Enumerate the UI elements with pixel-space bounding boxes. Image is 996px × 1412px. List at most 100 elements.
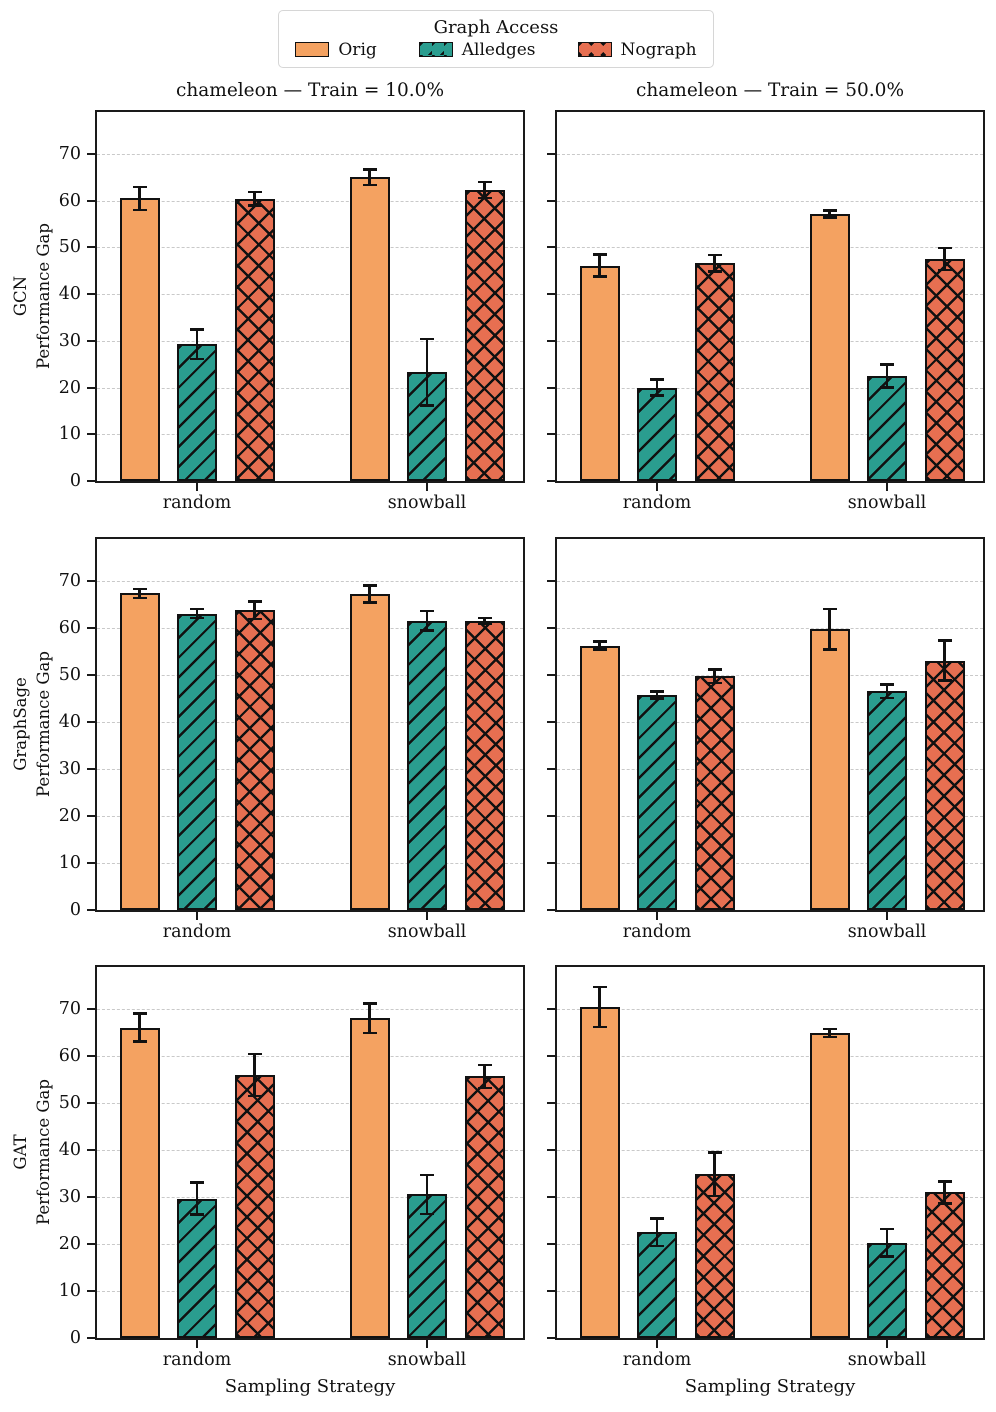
error-bar-cap [362, 1002, 377, 1005]
y-axis-label-line: GCN [11, 275, 30, 317]
x-tick [886, 912, 888, 920]
gridline [97, 154, 523, 156]
y-tick [547, 815, 555, 818]
error-bar-cap [937, 679, 952, 682]
error-bar [713, 254, 716, 272]
y-axis-label-line: GAT [11, 1134, 30, 1170]
error-bar [943, 640, 946, 681]
gridline [97, 1150, 523, 1152]
error-bar-cap [477, 1063, 492, 1067]
bar-alledges-random [177, 344, 217, 481]
x-tick [426, 483, 428, 491]
gridline [97, 1291, 523, 1293]
error-bar-cap [132, 1012, 147, 1015]
gridline [557, 863, 983, 865]
error-bar-cap [247, 190, 262, 194]
error-bar-cap [650, 1217, 664, 1220]
x-tick [656, 483, 658, 491]
error-bar-cap [592, 640, 607, 643]
y-tick-label: 20 [58, 806, 81, 827]
y-tick [87, 1290, 95, 1293]
error-bar-cap [420, 609, 434, 613]
error-bar [138, 1013, 141, 1042]
gridline [97, 1197, 523, 1199]
y-tick [547, 721, 555, 724]
error-bar-cap [477, 196, 492, 200]
gridline [557, 434, 983, 436]
error-bar [885, 684, 889, 699]
bar-orig-snowball [809, 213, 850, 481]
gridline [97, 294, 523, 296]
y-tick [547, 293, 555, 296]
bar-orig-random [579, 265, 620, 481]
y-tick [547, 386, 555, 389]
gridline [557, 387, 983, 389]
error-bar-cap [132, 185, 147, 189]
x-tick-label: snowball [387, 1350, 467, 1370]
error-bar-cap [592, 648, 607, 651]
x-tick [656, 1340, 658, 1348]
error-bar [828, 210, 831, 218]
y-tick [87, 153, 95, 156]
y-tick-label: 0 [69, 1328, 81, 1348]
y-tick [87, 433, 95, 436]
y-tick [87, 293, 95, 296]
subplot-r0c0: 0 10 20 30 40 50 60 70 random snowball [59, 110, 525, 513]
gridline [557, 1244, 983, 1246]
bar-orig-random [579, 1006, 620, 1338]
y-tick [87, 480, 95, 482]
error-bar-cap [362, 584, 377, 587]
y-tick-label: 60 [58, 1046, 81, 1067]
error-bar-cap [190, 1181, 204, 1184]
x-tick [886, 1340, 888, 1348]
y-tick-label: 40 [58, 284, 81, 305]
bar-orig-snowball [349, 593, 390, 910]
error-bar [598, 641, 601, 650]
gridline [557, 200, 983, 202]
y-tick [87, 1149, 95, 1152]
error-bar-cap [822, 209, 837, 212]
x-tick [196, 1340, 198, 1348]
y-tick [547, 1243, 555, 1246]
x-tick-label: random [622, 1350, 692, 1370]
error-bar-cap [822, 216, 837, 219]
error-bar-cap [247, 617, 262, 621]
error-bar-cap [420, 629, 434, 632]
bar-nograph-random [234, 198, 275, 481]
legend: Graph Access Orig Alledges Nograph [278, 10, 714, 68]
y-tick [547, 862, 555, 865]
gridline [97, 1056, 523, 1058]
error-bar-cap [822, 607, 837, 610]
gridline [97, 581, 523, 583]
error-bar [368, 585, 371, 603]
x-tick-label: snowball [847, 922, 927, 942]
error-bar [655, 1218, 659, 1247]
error-bar-cap [937, 268, 952, 272]
bar-nograph-snowball [464, 1076, 505, 1338]
error-bar [943, 247, 946, 271]
y-tick [547, 480, 555, 482]
bar-nograph-random [694, 676, 735, 910]
gridline [557, 769, 983, 771]
bar-alledges-snowball [867, 375, 907, 481]
bar-orig-random [119, 1027, 160, 1338]
y-tick-label: 40 [58, 712, 81, 733]
y-tick [547, 339, 555, 342]
error-bar-cap [362, 1031, 377, 1035]
error-bar-cap [247, 1094, 262, 1098]
error-bar-cap [477, 622, 492, 625]
error-bar [425, 338, 429, 406]
y-tick [547, 627, 555, 630]
x-axis-label-right: Sampling Strategy [684, 1376, 856, 1397]
x-tick-label: random [162, 1350, 232, 1370]
subplot-r0c1: random snowball [547, 110, 985, 513]
y-tick-label: 10 [58, 853, 81, 874]
gridline [97, 434, 523, 436]
error-bar-cap [937, 1202, 952, 1205]
bar-orig-random [119, 593, 160, 910]
error-bar [655, 379, 659, 396]
bar-nograph-snowball [924, 259, 965, 481]
gridline [557, 675, 983, 677]
bar-alledges-snowball [407, 620, 447, 910]
y-tick-label: 50 [58, 665, 81, 686]
